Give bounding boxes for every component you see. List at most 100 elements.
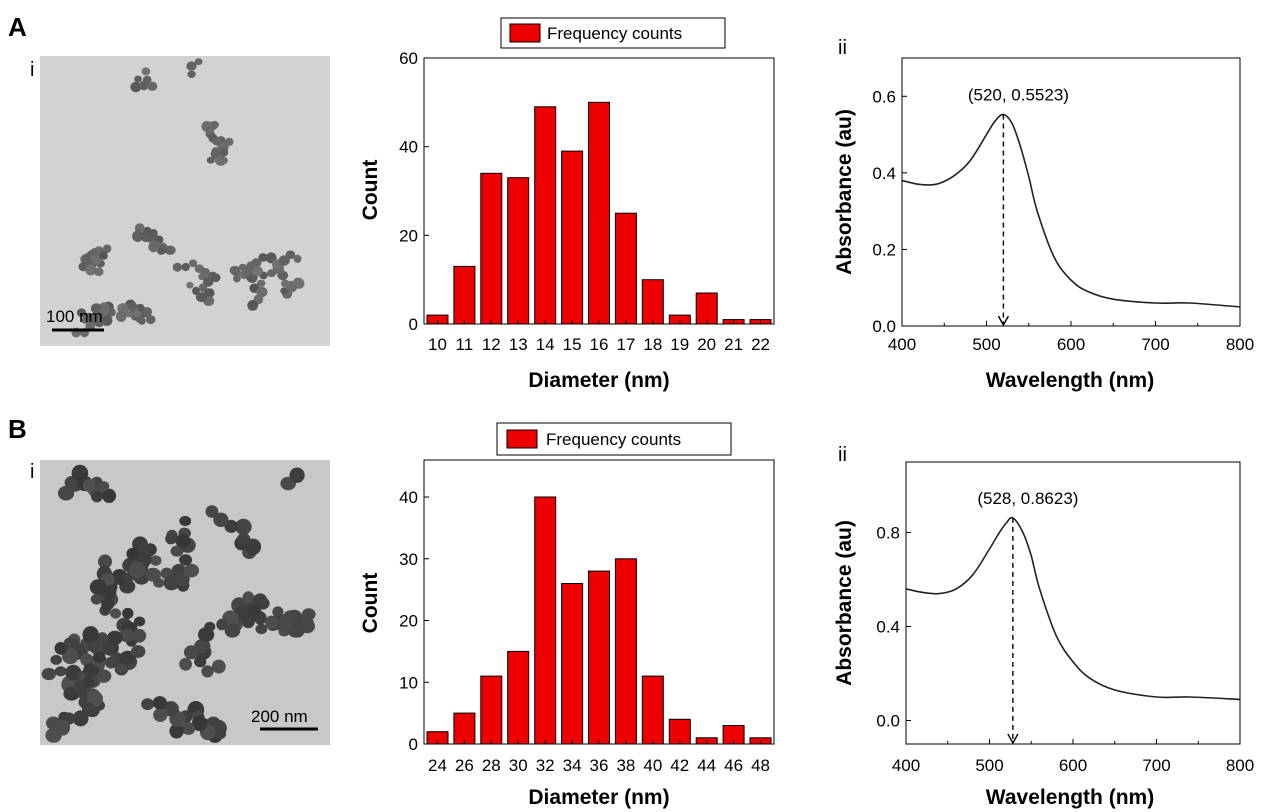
- nanoparticle: [115, 663, 128, 674]
- nanoparticle: [142, 75, 152, 84]
- nanoparticle: [130, 81, 142, 93]
- nanoparticle: [211, 659, 226, 674]
- x-tick-label: 700: [1142, 756, 1170, 775]
- nanoparticle: [213, 728, 227, 740]
- nanoparticle: [169, 723, 184, 739]
- x-tick-label: 28: [482, 756, 501, 775]
- nanoparticle: [184, 563, 199, 578]
- nanoparticle: [245, 263, 255, 272]
- nanoparticle: [203, 276, 214, 287]
- nanoparticle: [81, 316, 89, 324]
- x-tick-label: 500: [972, 335, 1000, 354]
- histogram-bar: [480, 172, 503, 325]
- nanoparticle: [54, 642, 67, 655]
- nanoparticle: [163, 575, 179, 591]
- histogram-bar: [453, 712, 476, 745]
- nanoparticle: [224, 519, 238, 533]
- tem-label-b: i: [30, 461, 34, 483]
- tem-image-b: [40, 460, 330, 745]
- nanoparticle: [272, 606, 284, 618]
- nanoparticle: [179, 657, 193, 671]
- nanoparticle: [141, 698, 155, 711]
- nanoparticle: [251, 258, 262, 267]
- nanoparticle: [210, 120, 219, 129]
- y-tick-label: 60: [399, 49, 418, 68]
- x-tick-label: 10: [428, 335, 447, 354]
- histogram-bar: [561, 150, 584, 325]
- nanoparticle: [194, 639, 211, 654]
- y-tick-label: 0.0: [872, 317, 896, 336]
- nanoparticle: [99, 251, 108, 260]
- nanoparticle: [165, 533, 177, 545]
- nanoparticle: [129, 561, 146, 579]
- nanoparticle: [301, 608, 316, 621]
- nanoparticle: [237, 533, 251, 546]
- nanoparticle: [172, 262, 183, 272]
- nanoparticle: [134, 223, 145, 233]
- nanoparticle: [102, 488, 117, 503]
- x-tick-label: 18: [643, 335, 662, 354]
- nanoparticle: [152, 696, 167, 710]
- legend-label-a: Frequency counts: [547, 24, 682, 43]
- nanoparticle: [132, 536, 148, 552]
- nanoparticle: [132, 230, 144, 242]
- nanoparticle: [175, 534, 191, 548]
- histogram-bar: [641, 279, 664, 325]
- nanoparticle: [198, 627, 215, 643]
- spectrum-xlabel-a: Wavelength (nm): [986, 369, 1154, 392]
- y-tick-label: 0: [409, 735, 418, 754]
- nanoparticle: [211, 273, 221, 283]
- nanoparticle: [96, 669, 112, 683]
- y-tick-label: 0.4: [876, 618, 900, 637]
- nanoparticle: [280, 287, 289, 295]
- nanoparticle: [247, 604, 261, 617]
- nanoparticle: [200, 267, 210, 277]
- nanoparticle: [89, 579, 107, 595]
- nanoparticle: [242, 591, 254, 603]
- peak-annotation-a: (520, 0.5523): [968, 86, 1069, 105]
- x-tick-label: 42: [670, 756, 689, 775]
- nanoparticle: [115, 310, 127, 322]
- nanoparticle: [179, 515, 192, 527]
- histogram-bar: [614, 212, 637, 325]
- nanoparticle: [192, 286, 200, 295]
- nanoparticle: [191, 715, 208, 732]
- panel-letter-b: B: [8, 414, 27, 444]
- nanoparticle: [76, 308, 87, 318]
- nanoparticle: [233, 274, 241, 283]
- nanoparticle: [98, 554, 112, 569]
- nanoparticle: [127, 301, 138, 311]
- nanoparticle: [287, 283, 297, 293]
- tem-label-a: i: [30, 59, 34, 81]
- nanoparticle: [186, 281, 194, 289]
- nanoparticle: [134, 75, 142, 83]
- nanoparticle: [194, 58, 203, 66]
- x-tick-label: 19: [670, 335, 689, 354]
- nanoparticle: [205, 505, 219, 518]
- nanoparticle: [277, 615, 293, 631]
- x-tick-label: 22: [751, 335, 770, 354]
- x-tick-label: 46: [724, 756, 743, 775]
- nanoparticle: [55, 719, 71, 736]
- x-tick-label: 12: [482, 335, 501, 354]
- nanoparticle: [90, 594, 103, 605]
- nanoparticle: [285, 250, 296, 259]
- nanoparticle: [157, 247, 165, 255]
- nanoparticle: [91, 311, 102, 322]
- y-tick-label: 0: [409, 315, 418, 334]
- x-tick-label: 48: [751, 756, 770, 775]
- nanoparticle: [257, 279, 266, 287]
- nanoparticle: [107, 630, 123, 646]
- x-tick-label: 24: [428, 756, 447, 775]
- nanoparticle: [280, 279, 290, 288]
- x-tick-label: 21: [724, 335, 743, 354]
- y-tick-label: 30: [399, 550, 418, 569]
- nanoparticle: [122, 607, 134, 619]
- nanoparticle: [146, 81, 158, 91]
- nanoparticle: [247, 300, 259, 311]
- y-tick-label: 20: [399, 226, 418, 245]
- nanoparticle: [54, 666, 67, 677]
- nanoparticle: [140, 231, 152, 243]
- nanoparticle: [58, 485, 75, 501]
- y-tick-label: 20: [399, 612, 418, 631]
